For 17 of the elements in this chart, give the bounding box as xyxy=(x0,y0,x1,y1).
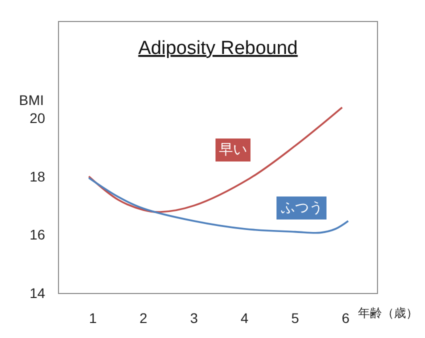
x-tick-label: 5 xyxy=(291,310,300,326)
series-label: ふつう xyxy=(280,200,323,216)
x-tick-label: 2 xyxy=(140,310,148,326)
y-tick-label: 14 xyxy=(30,284,46,301)
y-tick-label: 16 xyxy=(30,226,46,243)
y-tick-label: 20 xyxy=(30,110,46,126)
x-tick-label: 4 xyxy=(240,310,249,326)
text: Adiposity Rebound xyxy=(138,38,298,59)
y-tick-label: 18 xyxy=(30,168,46,184)
x-tick-label: 1 xyxy=(88,310,97,326)
line-series xyxy=(88,177,350,234)
x-tick-label: 3 xyxy=(190,310,198,326)
x-tick-label: 6 xyxy=(342,310,350,326)
series-label: 早い xyxy=(219,142,247,158)
x-axis-title: 年齢（歳） xyxy=(358,306,418,320)
y-axis-title: BMI xyxy=(19,92,44,108)
line-series xyxy=(88,106,344,213)
